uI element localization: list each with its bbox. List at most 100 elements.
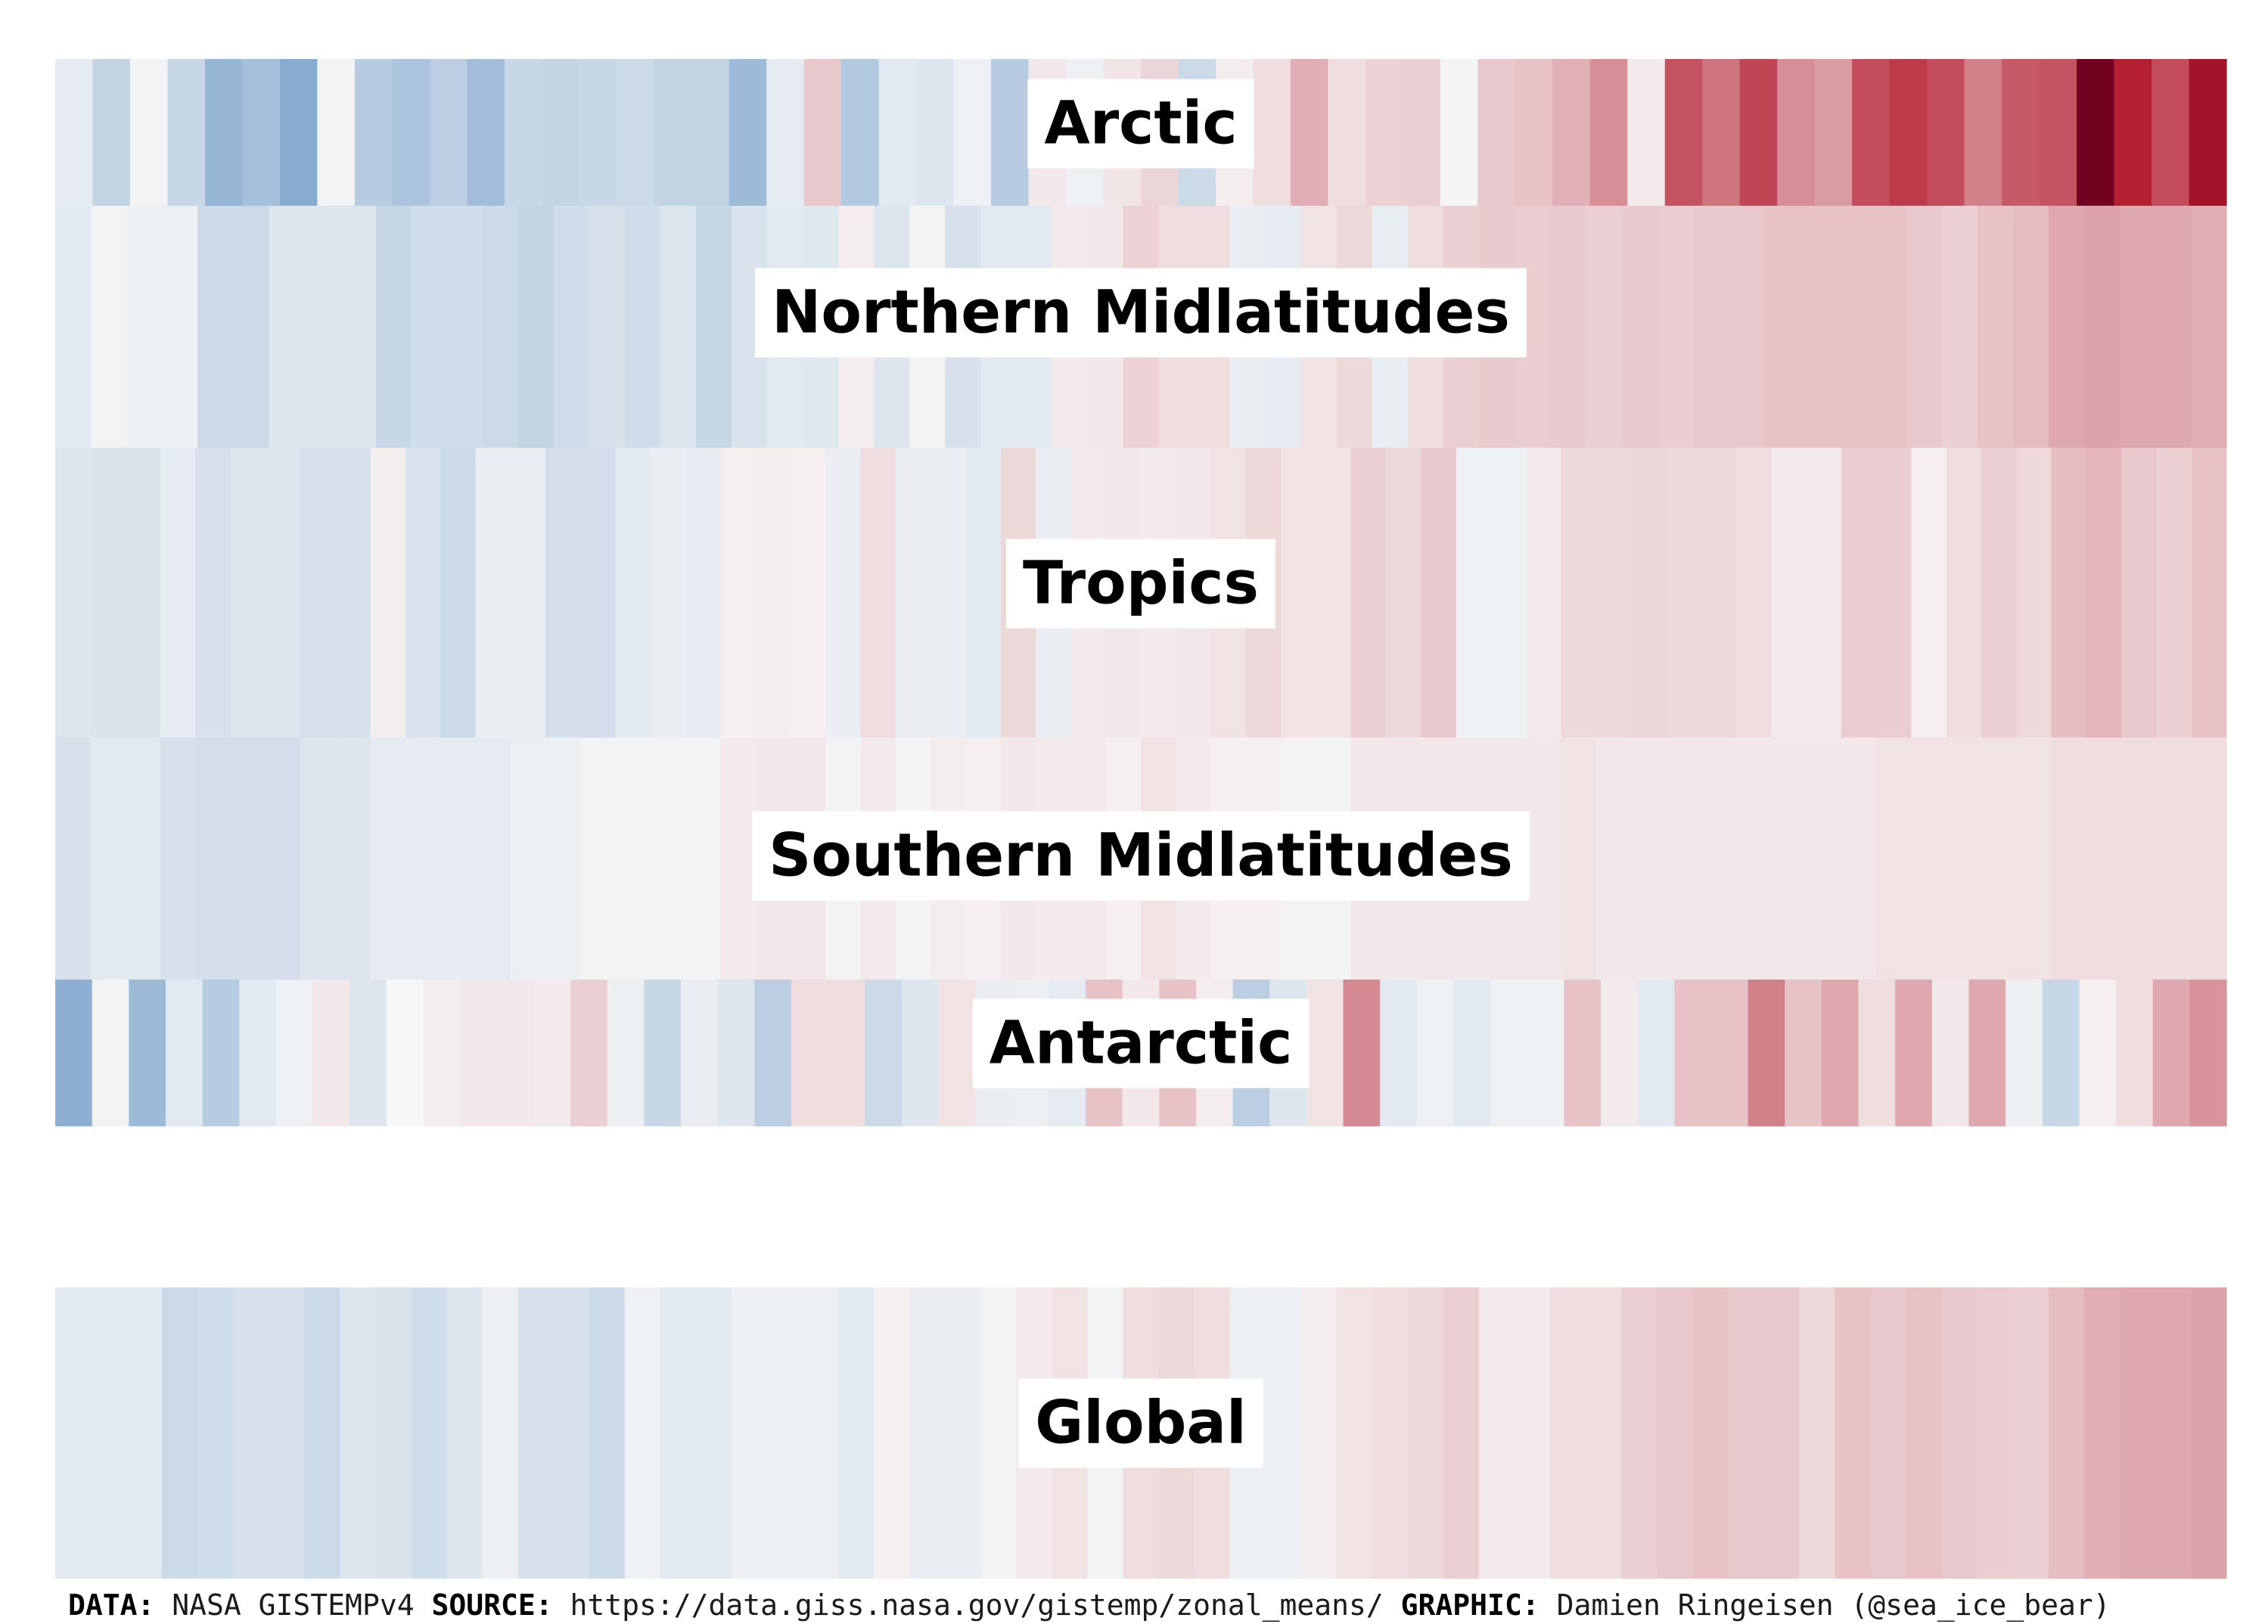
stripe [1386, 448, 1421, 737]
stripe [1595, 448, 1632, 737]
stripe [1835, 1287, 1872, 1579]
source-link[interactable]: https://data.giss.nasa.gov/gistemp/zonal… [570, 1588, 1384, 1622]
stripe [1515, 1287, 1551, 1579]
stripe [125, 737, 161, 980]
stripe [607, 980, 645, 1126]
stripe [2086, 737, 2122, 980]
stripe [1814, 59, 1853, 206]
stripe [1550, 206, 1586, 448]
stripe [1977, 1287, 2014, 1579]
stripe [2190, 1287, 2227, 1579]
stripe [90, 737, 126, 980]
stripe [1785, 980, 1822, 1126]
stripe [370, 737, 406, 980]
stripe [55, 448, 91, 737]
stripe [239, 980, 277, 1126]
stripe [1841, 448, 1877, 737]
stripe [1281, 448, 1317, 737]
stripe [1416, 980, 1455, 1126]
stripe [129, 59, 169, 206]
stripe [230, 448, 266, 737]
stripe [1343, 980, 1381, 1126]
band-label-tropics: Tropics [1023, 549, 1259, 617]
source-key: SOURCE: [431, 1588, 553, 1622]
stripe [1265, 1287, 1302, 1579]
stripe [654, 59, 692, 206]
stripe [901, 980, 940, 1126]
stripe [1692, 206, 1729, 448]
stripe [2116, 980, 2154, 1126]
stripe [405, 448, 441, 737]
stripe [1564, 980, 1602, 1126]
stripe [766, 59, 805, 206]
stripe [335, 448, 371, 737]
stripe [1589, 59, 1628, 206]
stripe [860, 448, 896, 737]
stripe [1946, 737, 1982, 980]
stripe [1735, 448, 1772, 737]
stripe [878, 59, 917, 206]
stripe [1666, 448, 1702, 737]
stripe [2191, 737, 2227, 980]
stripe [545, 448, 581, 737]
band-arctic: Arctic [55, 59, 2227, 206]
stripe [1895, 980, 1933, 1126]
stripe [695, 206, 732, 448]
stripe [2016, 737, 2052, 980]
stripe [945, 1287, 981, 1579]
stripe [1526, 737, 1562, 980]
data-value: NASA GISTEMPv4 [172, 1588, 415, 1622]
stripe [1748, 980, 1785, 1126]
stripe [446, 206, 483, 448]
stripe [1561, 737, 1597, 980]
stripe [195, 737, 231, 980]
stripe [467, 59, 505, 206]
stripe [1666, 737, 1702, 980]
stripe [1821, 980, 1859, 1126]
stripe [916, 59, 955, 206]
stripe [991, 59, 1030, 206]
stripe [300, 448, 336, 737]
stripe [375, 1287, 412, 1579]
stripe [126, 206, 163, 448]
stripe [1906, 1287, 1943, 1579]
stripe [2114, 59, 2152, 206]
stripe [242, 59, 281, 206]
stripe [2086, 448, 2122, 737]
stripe [1876, 737, 1912, 980]
stripe [791, 980, 829, 1126]
stripe [1306, 980, 1344, 1126]
stripe [542, 59, 580, 206]
stripe [980, 1287, 1017, 1579]
band-label-background [1018, 1378, 1263, 1468]
stripe [589, 206, 626, 448]
stripe [533, 980, 571, 1126]
stripe [589, 1287, 626, 1579]
stripe [165, 980, 203, 1126]
stripe [1763, 1287, 1800, 1579]
stripe [440, 737, 477, 980]
stripe [230, 737, 266, 980]
stripe [1964, 59, 2002, 206]
stripe [1421, 448, 1457, 737]
band-label-northern-midlatitudes: Northern Midlatitudes [772, 278, 1510, 346]
stripe [2119, 1287, 2156, 1579]
stripe [482, 1287, 519, 1579]
stripe [1631, 448, 1667, 737]
stripe [717, 980, 755, 1126]
stripe [2155, 1287, 2192, 1579]
stripe [1440, 59, 1478, 206]
stripe [475, 737, 511, 980]
stripe [624, 1287, 661, 1579]
stripe [660, 1287, 697, 1579]
stripe [2048, 1287, 2085, 1579]
stripe [644, 980, 682, 1126]
stripe [2016, 448, 2052, 737]
stripe [1515, 59, 1553, 206]
stripe [233, 1287, 269, 1579]
stripe [475, 448, 511, 737]
stripe [1692, 1287, 1729, 1579]
stripe [617, 59, 655, 206]
stripe [1852, 59, 1891, 206]
stripe [304, 1287, 340, 1579]
